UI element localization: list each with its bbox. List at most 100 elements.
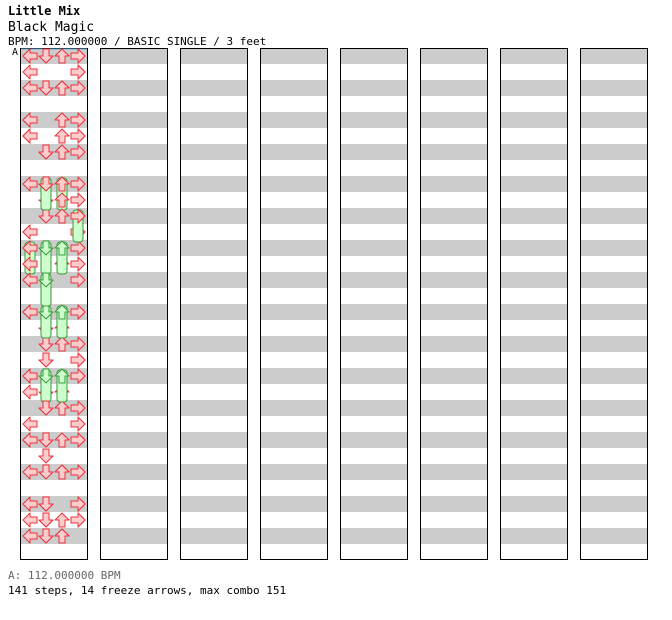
- chart-column: [420, 48, 488, 560]
- arrow-left-icon: [22, 512, 38, 528]
- arrow-up-icon: [54, 48, 70, 64]
- arrow-left-icon: [22, 176, 38, 192]
- column-border: [340, 48, 408, 560]
- arrow-left-icon: [22, 64, 38, 80]
- arrow-left-icon: [22, 112, 38, 128]
- beat-stripe: [500, 208, 568, 224]
- beat-stripe: [260, 240, 328, 256]
- arrow-right-icon: [70, 256, 86, 272]
- beat-stripe: [500, 528, 568, 544]
- beat-stripe: [180, 48, 248, 64]
- arrow-right-icon: [70, 208, 86, 224]
- beat-stripe: [580, 464, 648, 480]
- beat-stripe: [420, 176, 488, 192]
- beat-stripe: [500, 80, 568, 96]
- beat-stripe: [420, 144, 488, 160]
- beat-stripe: [340, 272, 408, 288]
- beat-stripe: [580, 144, 648, 160]
- beat-stripe: [580, 208, 648, 224]
- beat-stripe: [20, 528, 88, 544]
- beat-stripe: [340, 48, 408, 64]
- arrow-down-icon: [38, 528, 54, 544]
- freeze-arrow-down: [38, 240, 54, 256]
- beat-stripe: [180, 112, 248, 128]
- arrow-up-icon: [54, 208, 70, 224]
- beat-stripe: [260, 304, 328, 320]
- beat-stripe: [180, 272, 248, 288]
- beat-stripe: [340, 80, 408, 96]
- arrow-right-icon: [70, 368, 86, 384]
- beat-stripe: [580, 368, 648, 384]
- beat-stripe: [340, 496, 408, 512]
- arrow-right-icon: [70, 416, 86, 432]
- arrow-up-icon: [54, 112, 70, 128]
- chart-column: [500, 48, 568, 560]
- beat-stripe: [180, 400, 248, 416]
- beat-stripe: [180, 80, 248, 96]
- beat-stripe: [500, 240, 568, 256]
- beat-stripe: [100, 80, 168, 96]
- arrow-left-icon: [22, 80, 38, 96]
- beat-stripe: [340, 336, 408, 352]
- beat-stripe: [260, 112, 328, 128]
- beat-stripe: [420, 400, 488, 416]
- column-border: [180, 48, 248, 560]
- arrow-right-icon: [70, 112, 86, 128]
- arrow-right-icon: [70, 176, 86, 192]
- beat-stripe: [100, 368, 168, 384]
- beat-stripe: [180, 208, 248, 224]
- beat-stripe: [100, 48, 168, 64]
- beat-stripe: [20, 272, 88, 288]
- arrow-right-icon: [70, 464, 86, 480]
- freeze-arrow-up: [54, 304, 70, 320]
- beat-stripe: [180, 240, 248, 256]
- beat-stripe: [500, 48, 568, 64]
- arrow-up-icon: [54, 528, 70, 544]
- arrow-up-icon: [54, 176, 70, 192]
- arrow-up-icon: [54, 128, 70, 144]
- beat-stripe: [500, 272, 568, 288]
- beat-stripe: [260, 400, 328, 416]
- beat-stripe: [20, 368, 88, 384]
- beat-stripe: [260, 48, 328, 64]
- chart-column: [260, 48, 328, 560]
- beat-stripe: [100, 336, 168, 352]
- beat-stripe: [340, 112, 408, 128]
- arrow-left-icon: [22, 528, 38, 544]
- chart-column: [180, 48, 248, 560]
- freeze-arrow-down: [38, 272, 54, 288]
- beat-stripe: [260, 176, 328, 192]
- beat-stripe: [100, 176, 168, 192]
- beat-stripe: [580, 336, 648, 352]
- beat-stripe: [340, 240, 408, 256]
- column-border: [500, 48, 568, 560]
- beat-stripe: [500, 336, 568, 352]
- arrow-left-icon: [22, 272, 38, 288]
- beat-stripe: [260, 528, 328, 544]
- column-border: [100, 48, 168, 560]
- beat-stripe: [180, 336, 248, 352]
- arrow-right-icon: [70, 272, 86, 288]
- beat-stripe: [420, 464, 488, 480]
- beat-stripe: [20, 80, 88, 96]
- arrow-up-icon: [54, 80, 70, 96]
- beat-stripe: [20, 176, 88, 192]
- beat-stripe: [340, 400, 408, 416]
- arrow-down-icon: [38, 176, 54, 192]
- beat-stripe: [20, 336, 88, 352]
- beat-stripe: [340, 144, 408, 160]
- beat-stripe: [260, 272, 328, 288]
- arrow-left-icon: [22, 496, 38, 512]
- beat-stripe: [500, 368, 568, 384]
- beat-stripe: [100, 112, 168, 128]
- arrow-right-icon: [70, 432, 86, 448]
- arrow-right-icon: [70, 400, 86, 416]
- beat-stripe: [100, 208, 168, 224]
- beat-stripe: [260, 336, 328, 352]
- arrow-down-icon: [38, 80, 54, 96]
- chart-column: [340, 48, 408, 560]
- beat-stripe: [580, 80, 648, 96]
- beat-stripe: [20, 144, 88, 160]
- beat-stripe: [180, 368, 248, 384]
- arrow-up-icon: [54, 512, 70, 528]
